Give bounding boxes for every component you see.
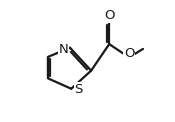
Text: S: S xyxy=(74,83,83,96)
Text: O: O xyxy=(105,9,115,22)
Text: O: O xyxy=(124,47,134,60)
Text: N: N xyxy=(58,43,68,56)
